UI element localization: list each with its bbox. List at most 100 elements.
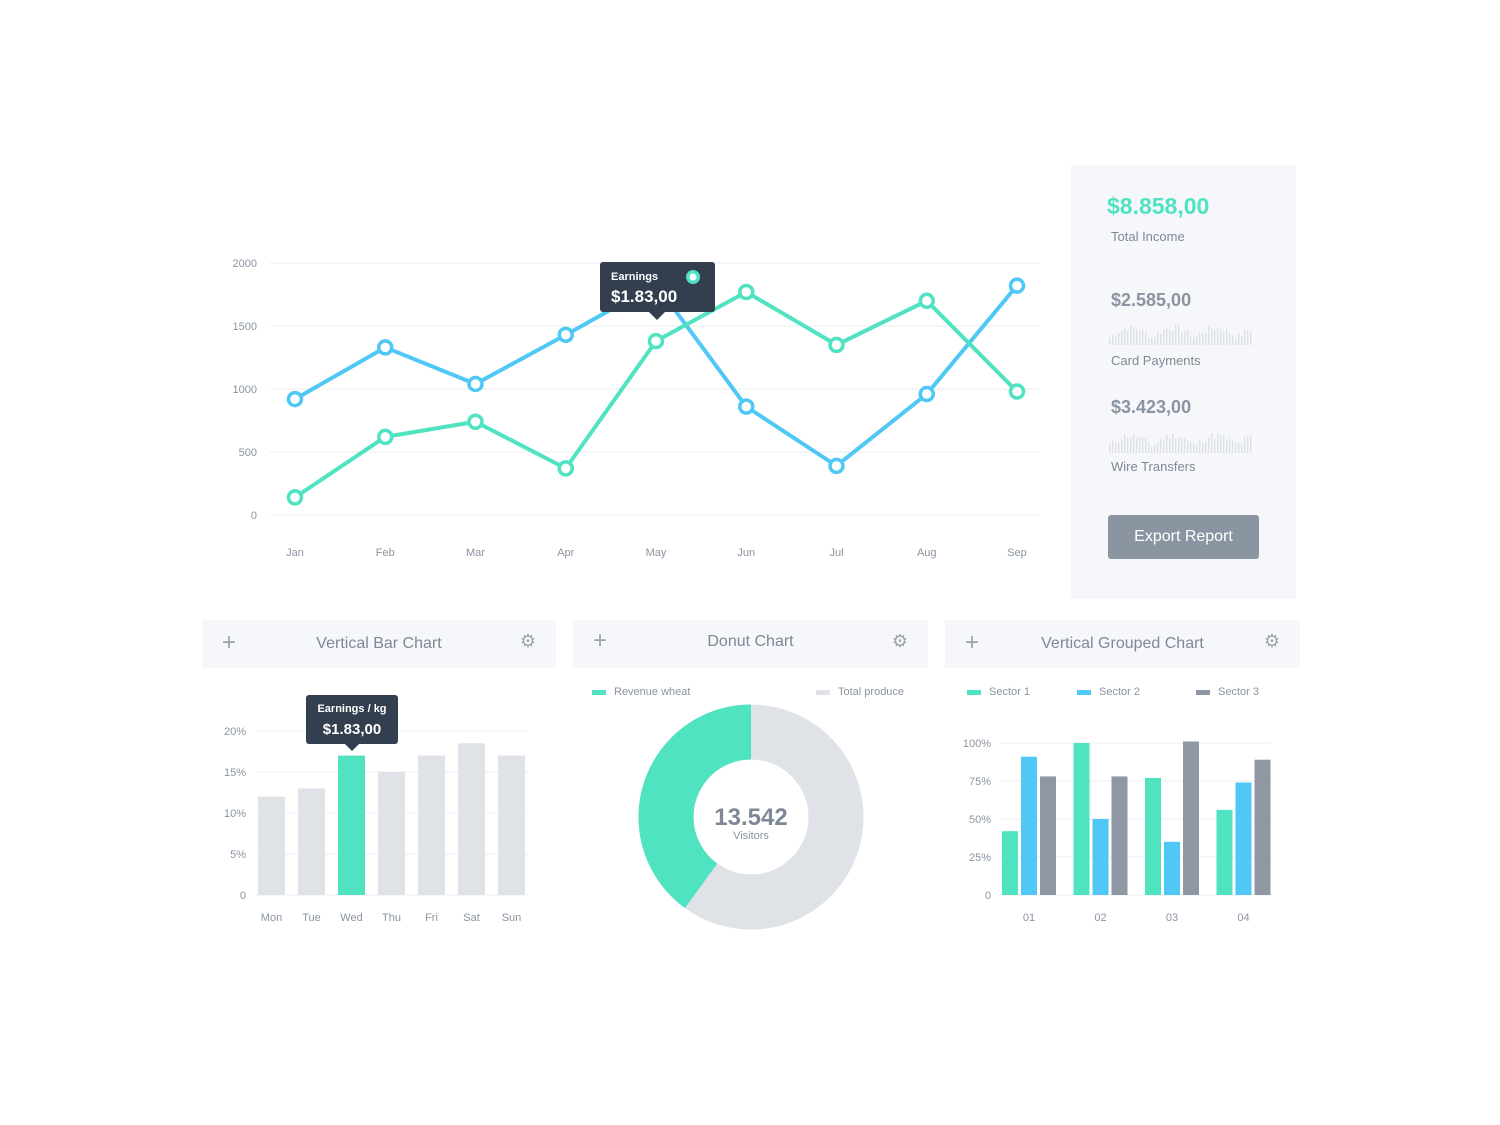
sparkline-bar	[1166, 328, 1168, 345]
gear-icon[interactable]: ⚙	[519, 631, 536, 651]
sparkline-bar	[1193, 337, 1195, 345]
add-icon[interactable]: +	[222, 629, 237, 656]
bar-group-01-sector-1	[1002, 831, 1018, 895]
sparkline-bar	[1175, 324, 1177, 345]
sparkline-bar	[1139, 436, 1141, 453]
legend-swatch	[967, 689, 981, 695]
x-tick-label: Thu	[382, 912, 401, 924]
sparkline-bar	[1190, 336, 1192, 345]
add-icon[interactable]: +	[593, 627, 608, 654]
bar-chart-bars	[258, 743, 525, 895]
bar-group-02-sector-1	[1073, 743, 1090, 895]
sparkline-bar	[1154, 337, 1156, 345]
sparkline-bar	[1202, 443, 1204, 453]
sparkline-bar	[1229, 333, 1231, 345]
bar-chart-title: Vertical Bar Chart	[316, 635, 442, 652]
legend-total-produce: Total produce	[816, 686, 904, 698]
bar-tue	[298, 788, 325, 895]
sparkline-bar	[1115, 335, 1117, 345]
sparkline-bar	[1142, 436, 1144, 453]
sparkline-bar	[1214, 329, 1216, 345]
data-point	[918, 385, 935, 403]
grouped-chart-title: Vertical Grouped Chart	[1041, 635, 1204, 652]
donut-center-label: Visitors	[733, 830, 769, 842]
line-chart-y-ticks: 0 500 1000 1500 2000	[233, 258, 257, 522]
sparkline-bar	[1142, 329, 1144, 345]
y-tick-label: 2000	[233, 258, 257, 270]
sparkline-bar	[1172, 433, 1174, 453]
grouped-chart-bars	[1002, 741, 1271, 895]
sparkline-bar	[1145, 331, 1147, 345]
sparkline-bar	[1115, 442, 1117, 453]
earnings-tooltip: Earnings $1.83,00	[600, 262, 715, 320]
data-point	[1008, 383, 1026, 400]
sparkline-bar	[1211, 328, 1213, 345]
sparkline-bar	[1238, 442, 1240, 453]
bar-chart-x-ticks: Mon Tue Wed Thu Fri Sat Sun	[261, 912, 521, 924]
data-point	[557, 460, 574, 477]
y-tick-label: 15%	[224, 767, 246, 779]
tooltip-dot-inner	[689, 273, 697, 281]
sparkline-bar	[1118, 333, 1120, 345]
sparkline-bar	[1181, 332, 1183, 345]
x-tick-label: Wed	[340, 912, 362, 924]
sparkline-bar	[1223, 434, 1225, 453]
sparkline-bar	[1124, 328, 1126, 345]
sparkline-bar	[1220, 329, 1222, 345]
tooltip-value: $1.83,00	[611, 287, 677, 306]
wire-transfers-label: Wire Transfers	[1111, 459, 1196, 474]
sparkline-bar	[1226, 328, 1228, 345]
gear-icon[interactable]: ⚙	[1263, 631, 1280, 651]
sparkline-bar	[1202, 333, 1204, 345]
sparkline-bar	[1244, 329, 1246, 345]
legend-revenue-wheat: Revenue wheat	[592, 686, 690, 698]
sparkline-bar	[1112, 440, 1114, 453]
data-point	[286, 390, 304, 408]
sparkline-bar	[1214, 438, 1216, 453]
total-income-label: Total Income	[1111, 229, 1185, 244]
x-tick-label: 03	[1166, 912, 1178, 924]
sparkline-bar	[1163, 329, 1165, 345]
sparkline-bar	[1121, 330, 1123, 345]
sparkline-bar	[1223, 331, 1225, 345]
legend-swatch	[1077, 689, 1091, 695]
data-point	[467, 375, 484, 393]
gear-icon[interactable]: ⚙	[891, 631, 908, 651]
x-tick-label: Aug	[917, 547, 937, 559]
add-icon[interactable]: +	[965, 629, 980, 656]
sparkline-bar	[1130, 324, 1132, 345]
y-tick-label: 5%	[230, 849, 246, 861]
x-tick-label: Feb	[376, 547, 395, 559]
x-tick-label: Sat	[463, 912, 480, 924]
sparkline-bar	[1151, 337, 1153, 345]
legend-sector-3: Sector 3	[1196, 686, 1259, 698]
grouped-chart-card-header: + Vertical Grouped Chart ⚙	[945, 620, 1300, 668]
sparkline-bar	[1169, 438, 1171, 453]
sparkline-bar	[1130, 436, 1132, 453]
sparkline-bar	[1241, 443, 1243, 453]
sparkline-bar	[1226, 439, 1228, 453]
sparkline-bar	[1199, 332, 1201, 345]
data-point	[738, 398, 755, 415]
card-payments-label: Card Payments	[1111, 353, 1201, 368]
sparkline-bar	[1250, 434, 1252, 453]
sparkline-bar	[1163, 439, 1165, 453]
series-line-2	[293, 289, 1019, 500]
x-tick-label: 02	[1094, 912, 1106, 924]
bar-chart-y-ticks: 0 5% 10% 15% 20%	[224, 726, 246, 902]
y-tick-label: 75%	[969, 776, 991, 788]
legend-label: Sector 1	[989, 686, 1030, 698]
bar-tooltip: Earnings / kg $1.83,00	[306, 695, 398, 751]
x-tick-label: Mar	[466, 547, 485, 559]
export-report-button[interactable]: Export Report	[1108, 515, 1259, 559]
sparkline-bar	[1250, 330, 1252, 345]
sparkline-bar	[1178, 324, 1180, 345]
legend-swatch	[592, 689, 606, 695]
tooltip-box	[600, 262, 715, 312]
sparkline-bar	[1109, 337, 1111, 345]
donut-slices	[638, 704, 864, 930]
x-tick-label: Fri	[425, 912, 438, 924]
grouped-chart-x-ticks: 01 02 03 04	[1023, 912, 1250, 924]
sparkline-bar	[1196, 335, 1198, 345]
bar-group-03-sector-2	[1164, 841, 1180, 895]
